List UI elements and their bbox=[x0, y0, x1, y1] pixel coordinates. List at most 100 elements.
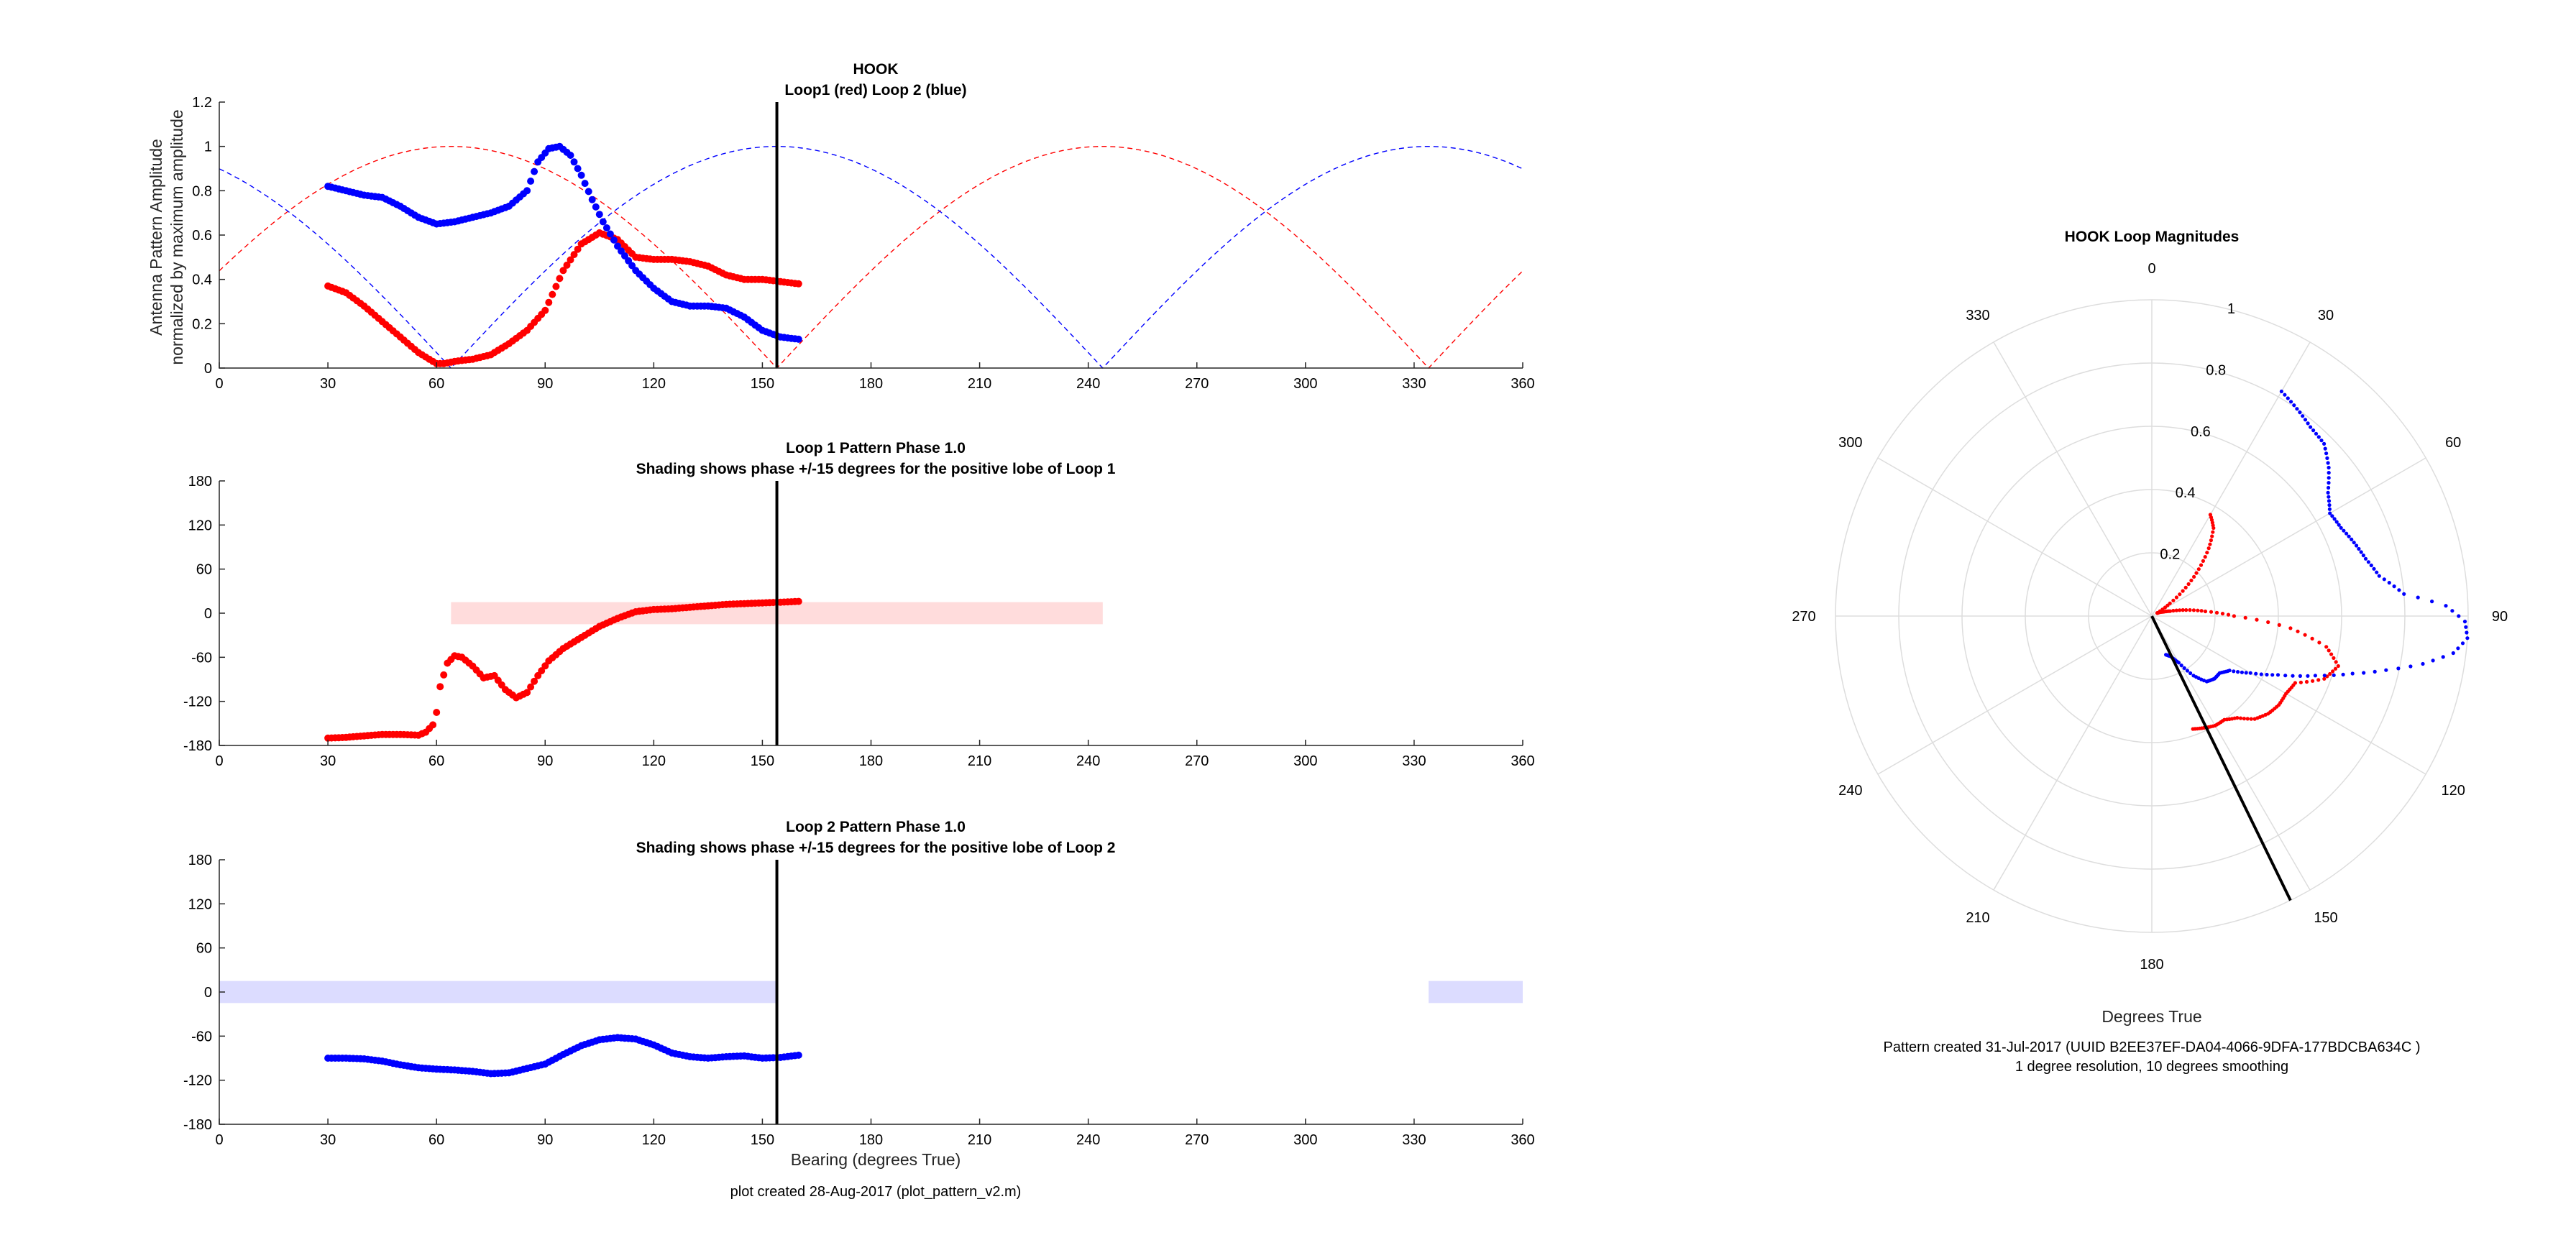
amplitude-ytick-label: 0 bbox=[204, 361, 212, 377]
polar-point bbox=[2192, 574, 2196, 579]
polar-point bbox=[2185, 669, 2189, 673]
polar-point bbox=[2298, 674, 2302, 679]
polar-spoke bbox=[2151, 615, 2426, 775]
polar-point bbox=[2421, 661, 2425, 666]
polar-point bbox=[2355, 543, 2359, 548]
polar-point bbox=[2296, 629, 2300, 633]
polar-point bbox=[2188, 671, 2193, 676]
polar-point bbox=[2332, 673, 2336, 677]
amplitude-xtick-label: 0 bbox=[215, 376, 223, 392]
polar-point bbox=[2203, 609, 2208, 614]
loop2-phase-ytick-label: 120 bbox=[188, 896, 212, 912]
polar-point bbox=[2255, 617, 2259, 622]
polar-point bbox=[2337, 523, 2341, 527]
polar-point bbox=[2350, 671, 2355, 676]
amplitude-xtick-label: 240 bbox=[1076, 376, 1100, 392]
polar-point bbox=[2359, 550, 2363, 554]
loop2-phase-subtitle: Shading shows phase +/-15 degrees for th… bbox=[636, 840, 1116, 856]
polar-point bbox=[2363, 556, 2368, 561]
polar-point bbox=[2191, 674, 2196, 678]
polar-point bbox=[2220, 612, 2225, 616]
loop1-phase-xtick-label: 210 bbox=[968, 753, 991, 769]
polar-point bbox=[2344, 531, 2349, 536]
polar-point bbox=[2372, 566, 2376, 571]
loop1-phase-ytick-label: -120 bbox=[183, 694, 212, 710]
polar-r-label: 0.4 bbox=[2176, 485, 2196, 501]
loop1-phase-xtick-label: 300 bbox=[1293, 753, 1317, 769]
polar-point bbox=[2265, 672, 2269, 677]
loop2-theoretical bbox=[219, 146, 1523, 369]
loop1-phase-point bbox=[440, 671, 448, 679]
polar-point bbox=[2362, 671, 2366, 675]
loop1-phase-ytick-label: 120 bbox=[188, 518, 212, 533]
loop1-phase-xtick-label: 120 bbox=[642, 753, 666, 769]
loop2-phase-xtick-label: 210 bbox=[968, 1132, 991, 1148]
polar-point bbox=[2347, 534, 2351, 538]
loop1-phase-xtick-label: 30 bbox=[320, 753, 336, 769]
polar-point bbox=[2283, 392, 2287, 397]
polar-point bbox=[2298, 680, 2303, 684]
loop2-phase-series-layer bbox=[324, 1034, 802, 1078]
amplitude-point bbox=[527, 178, 535, 185]
polar-point bbox=[2184, 608, 2188, 612]
amplitude-point bbox=[610, 236, 618, 244]
polar-spoke bbox=[2151, 615, 2311, 891]
polar-point bbox=[2178, 592, 2182, 597]
polar-point bbox=[2382, 577, 2386, 582]
amplitude-point bbox=[574, 245, 582, 253]
polar-point bbox=[2171, 608, 2176, 613]
polar-point bbox=[2199, 563, 2204, 567]
polar-point bbox=[2306, 674, 2310, 678]
loop1-phase-xtick-label: 240 bbox=[1076, 753, 1100, 769]
amplitude-series-1 bbox=[324, 142, 802, 343]
polar-point bbox=[2316, 678, 2321, 682]
polar-point bbox=[2189, 578, 2194, 583]
polar-point bbox=[2402, 592, 2406, 596]
amplitude-point bbox=[592, 203, 600, 211]
polar-point bbox=[2181, 589, 2185, 593]
amplitude-subtitle: Loop1 (red) Loop 2 (blue) bbox=[784, 82, 966, 98]
amplitude-xtick-label: 210 bbox=[968, 376, 991, 392]
polar-point bbox=[2295, 407, 2299, 411]
loop2-phase-xtick-label: 240 bbox=[1076, 1132, 1100, 1148]
polar-point bbox=[2366, 560, 2370, 564]
polar-point bbox=[2408, 664, 2413, 669]
amplitude-xtick-label: 90 bbox=[537, 376, 553, 392]
amplitude-point bbox=[523, 187, 531, 195]
amplitude-point bbox=[552, 283, 560, 290]
polar-point bbox=[2430, 600, 2434, 604]
loop1-phase-xtick-label: 270 bbox=[1185, 753, 1209, 769]
polar-point bbox=[2204, 679, 2209, 684]
polar-spoke bbox=[1877, 615, 2153, 775]
polar-point bbox=[2350, 537, 2354, 542]
polar-series-0 bbox=[2155, 513, 2340, 731]
amplitude-ylabel-line2: normalized by maximum amplitude bbox=[168, 109, 186, 364]
polar-theta-label: 30 bbox=[2318, 308, 2334, 323]
polar-point bbox=[2181, 608, 2185, 612]
polar-point bbox=[2191, 608, 2196, 612]
bearing-xlabel: Bearing (degrees True) bbox=[791, 1150, 961, 1169]
amplitude-ytick-label: 0.4 bbox=[192, 272, 212, 288]
polar-point bbox=[2327, 476, 2331, 480]
polar-point bbox=[2283, 674, 2288, 678]
loop1-phase-title: Loop 1 Pattern Phase 1.0 bbox=[786, 440, 966, 456]
polar-theta-label: 300 bbox=[1838, 435, 1862, 451]
polar-point bbox=[2203, 555, 2207, 559]
amplitude-point bbox=[606, 230, 614, 238]
polar-point bbox=[2288, 626, 2293, 630]
loop1-phase-point bbox=[433, 709, 441, 716]
loop1-phase-ytick-label: -60 bbox=[191, 650, 212, 666]
amplitude-point bbox=[570, 251, 578, 259]
polar-spoke bbox=[1993, 615, 2153, 891]
loop1-phase-xtick-label: 60 bbox=[428, 753, 444, 769]
loop1-phase-ytick-label: 60 bbox=[196, 562, 212, 578]
polar-point bbox=[2209, 538, 2213, 543]
polar-spoke bbox=[1993, 341, 2153, 617]
polar-point bbox=[2266, 620, 2270, 625]
polar-panel: HOOK Loop Magnitudes 0 30 60 90 120 150 180 210… bbox=[1792, 229, 2508, 1075]
polar-theta-label: 330 bbox=[1966, 308, 1989, 323]
loop2-phase-ytick-label: 0 bbox=[204, 985, 212, 1001]
polar-point bbox=[2186, 582, 2191, 587]
polar-point bbox=[2332, 656, 2336, 661]
polar-point bbox=[2387, 581, 2391, 585]
